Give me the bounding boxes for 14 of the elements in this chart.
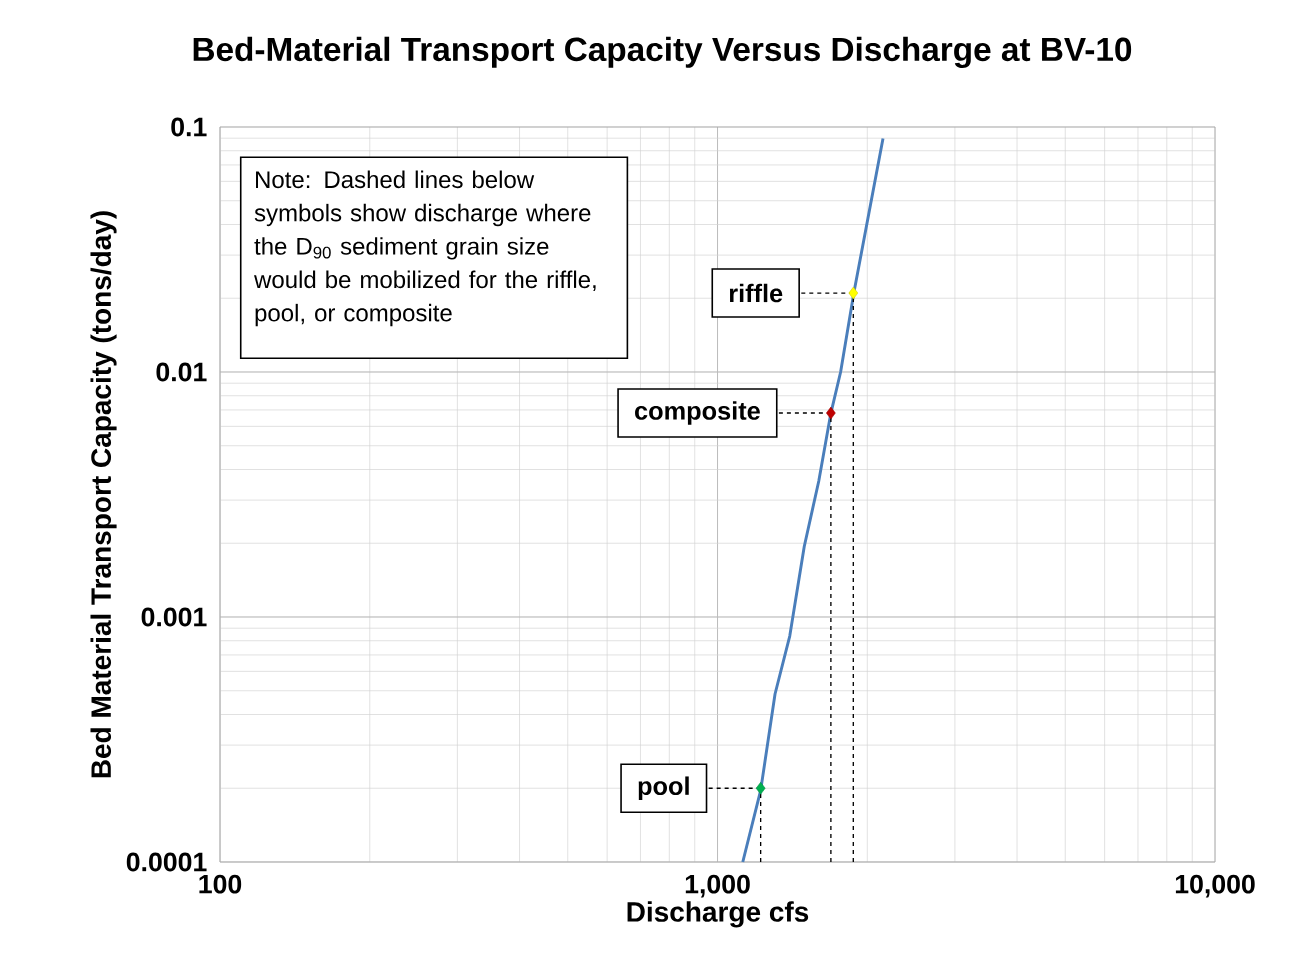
y-axis-title: Bed Material Transport Capacity (tons/day) xyxy=(90,211,117,778)
y-tick-label: 0.001 xyxy=(141,607,207,627)
y-tick-label: 0.0001 xyxy=(126,852,207,872)
annotation: pool xyxy=(638,776,689,801)
x-tick-label: 1,000 xyxy=(685,874,750,898)
y-tick-label: 0.01 xyxy=(156,362,207,382)
x-tick-label: 10,000 xyxy=(1175,874,1255,898)
annotation: composite xyxy=(635,401,760,425)
chart-title: Bed-Material Transport Capacity Versus Discharge at BV-10 xyxy=(193,36,1132,68)
x-axis-title: Discharge cfs xyxy=(627,901,809,928)
annotation: Note: Dashed lines below symbols show discharge where the D$_{90}$ sediment grain size would be mobilized for the riffle, pool, or composite xyxy=(254,170,596,327)
y-tick-label: 0.1 xyxy=(171,117,207,137)
x-tick-label: 100 xyxy=(199,874,242,894)
annotation: riffle xyxy=(729,283,783,303)
